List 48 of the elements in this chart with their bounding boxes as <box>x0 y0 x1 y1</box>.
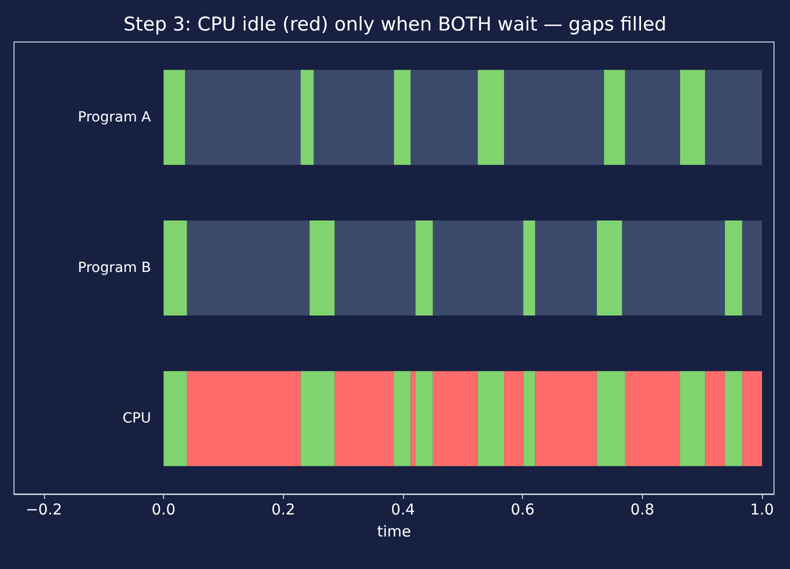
bar <box>410 70 478 165</box>
bar <box>310 220 335 316</box>
x-tick-label: 0.6 <box>510 500 535 518</box>
x-tick-label: 0.4 <box>391 500 415 518</box>
bar <box>300 70 314 165</box>
x-tick-label: 1.0 <box>750 500 774 518</box>
bar <box>478 70 504 165</box>
bar <box>523 371 536 466</box>
x-tick-label: 0.0 <box>152 500 176 518</box>
bar <box>680 371 706 466</box>
bar <box>185 70 301 165</box>
x-tick-label: 0.2 <box>271 500 296 518</box>
bar <box>504 70 604 165</box>
bar <box>596 220 622 316</box>
bar <box>705 70 762 165</box>
bar <box>724 371 742 466</box>
bar <box>535 220 597 316</box>
chart-title: Step 3: CPU idle (red) only when BOTH wait — gaps filled <box>124 14 666 36</box>
bar <box>164 371 187 466</box>
bar <box>742 220 762 316</box>
bar <box>624 371 680 466</box>
y-tick-label: Program A <box>78 109 152 126</box>
bar <box>164 220 187 316</box>
y-tick-label: Program B <box>78 260 151 276</box>
bar <box>416 220 433 316</box>
bar <box>478 371 504 466</box>
bar <box>432 220 524 316</box>
bar <box>596 371 625 466</box>
bar <box>523 220 536 316</box>
x-axis-title: time <box>377 522 411 540</box>
bar <box>705 371 725 466</box>
bar <box>622 220 725 316</box>
bar <box>680 70 706 165</box>
bar <box>742 371 762 466</box>
bar <box>394 371 411 466</box>
bar <box>394 70 411 165</box>
bar <box>334 220 416 316</box>
bar <box>314 70 394 165</box>
x-tick-label: 0.8 <box>630 500 654 518</box>
bar <box>416 371 433 466</box>
bar <box>186 220 310 316</box>
bar <box>724 220 742 316</box>
bar <box>164 70 186 165</box>
y-tick-label: CPU <box>122 410 151 427</box>
bar <box>624 70 680 165</box>
bar <box>300 371 335 466</box>
bar <box>604 70 625 165</box>
x-tick-label: −0.2 <box>26 500 62 518</box>
